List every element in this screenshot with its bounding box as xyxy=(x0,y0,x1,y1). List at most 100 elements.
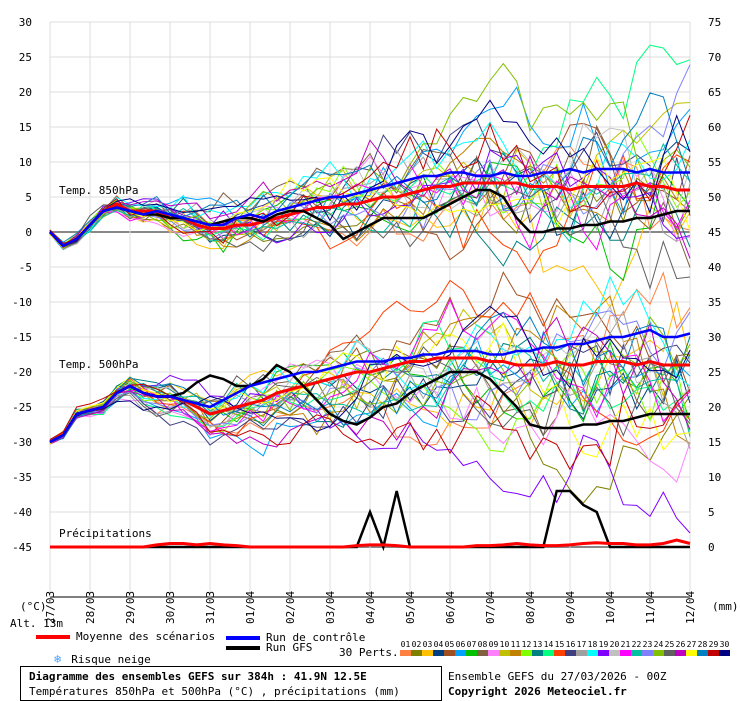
y-left-tick: -5 xyxy=(19,261,32,274)
perturbation-label: 01 xyxy=(400,640,411,649)
x-tick-label: 03/04 xyxy=(324,591,337,624)
perturbation-swatch xyxy=(554,650,565,656)
perturbation-label: 27 xyxy=(686,640,697,649)
perturbation-legend-item: 04 xyxy=(433,640,444,656)
perturbation-swatch xyxy=(697,650,708,656)
altitude-label: Alt. 13m xyxy=(10,617,63,630)
perturbation-label: 05 xyxy=(444,640,455,649)
perturbation-label: 15 xyxy=(554,640,565,649)
ensemble-line-29 xyxy=(49,383,691,471)
perturbation-legend-item: 27 xyxy=(686,640,697,656)
x-tick-label: 05/04 xyxy=(404,591,417,624)
ensemble-line-03 xyxy=(49,301,691,442)
perturbation-legend-item: 18 xyxy=(587,640,598,656)
perturbation-legend-item: 06 xyxy=(455,640,466,656)
perturbation-swatch xyxy=(642,650,653,656)
ylabel-left: (°C) xyxy=(20,600,47,613)
y-right-tick: 50 xyxy=(708,191,721,204)
perturbation-label: 08 xyxy=(477,640,488,649)
legend-gfs: Run GFS xyxy=(226,641,312,654)
x-tick-label: 12/04 xyxy=(684,591,697,624)
ensemble-line-30 xyxy=(49,305,691,443)
perturbation-swatch xyxy=(433,650,444,656)
perturbation-swatch xyxy=(455,650,466,656)
perturbation-legend-item: 21 xyxy=(620,640,631,656)
perturbation-legend-item: 16 xyxy=(565,640,576,656)
ensemble-members xyxy=(49,44,691,534)
ensemble-line-18 xyxy=(49,121,691,246)
perturbation-label: 29 xyxy=(708,640,719,649)
perturbation-label: 26 xyxy=(675,640,686,649)
x-tick-label: 09/04 xyxy=(564,591,577,624)
ensemble-line-24 xyxy=(49,62,691,249)
y-left-tick: -10 xyxy=(12,296,32,309)
ensemble-line-27 xyxy=(49,321,691,458)
perturbation-legend-item: 12 xyxy=(521,640,532,656)
perturbation-swatch xyxy=(488,650,499,656)
perturbation-swatch xyxy=(587,650,598,656)
perturbation-label: 25 xyxy=(664,640,675,649)
ensemble-line-30 xyxy=(49,99,691,248)
perturbation-legend-item: 11 xyxy=(510,640,521,656)
perturbation-swatch xyxy=(532,650,543,656)
ensemble-line-04 xyxy=(49,141,691,244)
y-right-tick: 10 xyxy=(708,471,721,484)
y-right-tick: 15 xyxy=(708,436,721,449)
series-t500-run-de-contr-le xyxy=(49,328,691,444)
label-precip: Précipitations xyxy=(59,527,152,540)
perturbation-label: 13 xyxy=(532,640,543,649)
perturbation-swatch xyxy=(565,650,576,656)
perturbation-label: 11 xyxy=(510,640,521,649)
legend-control: Run de contrôle xyxy=(226,631,365,644)
x-tick-label: 08/04 xyxy=(524,591,537,624)
series-t850-run-de-contr-le xyxy=(49,167,690,248)
perturbation-swatch xyxy=(708,650,719,656)
y-right-tick: 30 xyxy=(708,331,721,344)
perturbation-legend-item: 01 xyxy=(400,640,411,656)
x-tick-label: 30/03 xyxy=(164,591,177,624)
legend-gfs-swatch xyxy=(226,645,260,650)
perturbation-label: 09 xyxy=(488,640,499,649)
x-tick-label: 04/04 xyxy=(364,591,377,624)
perturbation-swatch xyxy=(411,650,422,656)
perturbation-swatch xyxy=(620,650,631,656)
ensemble-line-11 xyxy=(49,137,691,248)
ensemble-line-25 xyxy=(49,346,691,444)
ensemble-line-20 xyxy=(49,122,691,248)
series-t850-run-gfs xyxy=(49,188,690,248)
y-right-tick: 0 xyxy=(708,541,715,554)
perturbation-legend-item: 14 xyxy=(543,640,554,656)
perturbation-swatch xyxy=(609,650,620,656)
perturbation-swatch xyxy=(664,650,675,656)
perturbation-legend-item: 09 xyxy=(488,640,499,656)
perturbation-count: 30 Perts. xyxy=(339,646,399,659)
snowflake-icon: ❄ xyxy=(54,652,62,666)
y-left-tick: 25 xyxy=(19,51,32,64)
perturbation-label: 17 xyxy=(576,640,587,649)
legend-mean-label: Moyenne des scénarios xyxy=(76,630,216,643)
perturbation-swatch xyxy=(444,650,455,656)
copyright: Copyright 2026 Meteociel.fr xyxy=(448,685,627,698)
perturbation-legend-item: 30 xyxy=(719,640,730,656)
x-tick-label: 01/04 xyxy=(244,591,257,624)
perturbation-label: 10 xyxy=(499,640,510,649)
series-precip-run-gfs xyxy=(50,489,690,552)
perturbation-swatch xyxy=(422,650,433,656)
y-left-tick: -35 xyxy=(12,471,32,484)
perturbation-label: 04 xyxy=(433,640,444,649)
perturbation-legend-item: 29 xyxy=(708,640,719,656)
perturbation-label: 12 xyxy=(521,640,532,649)
perturbation-legend-item: 24 xyxy=(653,640,664,656)
ensemble-line-19 xyxy=(49,374,691,534)
perturbation-swatch xyxy=(576,650,587,656)
y-left-tick: 10 xyxy=(19,156,32,169)
perturbation-legend-item: 05 xyxy=(444,640,455,656)
legend-mean-swatch xyxy=(36,634,70,639)
ensemble-line-17 xyxy=(49,310,691,450)
legend-snow-label: Risque neige xyxy=(71,652,151,666)
perturbation-swatch xyxy=(675,650,686,656)
perturbation-legend: 01 02 03 04 05 06 07 08 09 10 11 12 13 14 15 16 17 18 19 20… xyxy=(400,640,730,660)
perturbation-swatch xyxy=(686,650,697,656)
perturbation-legend-item: 08 xyxy=(477,640,488,656)
perturbation-label: 23 xyxy=(642,640,653,649)
